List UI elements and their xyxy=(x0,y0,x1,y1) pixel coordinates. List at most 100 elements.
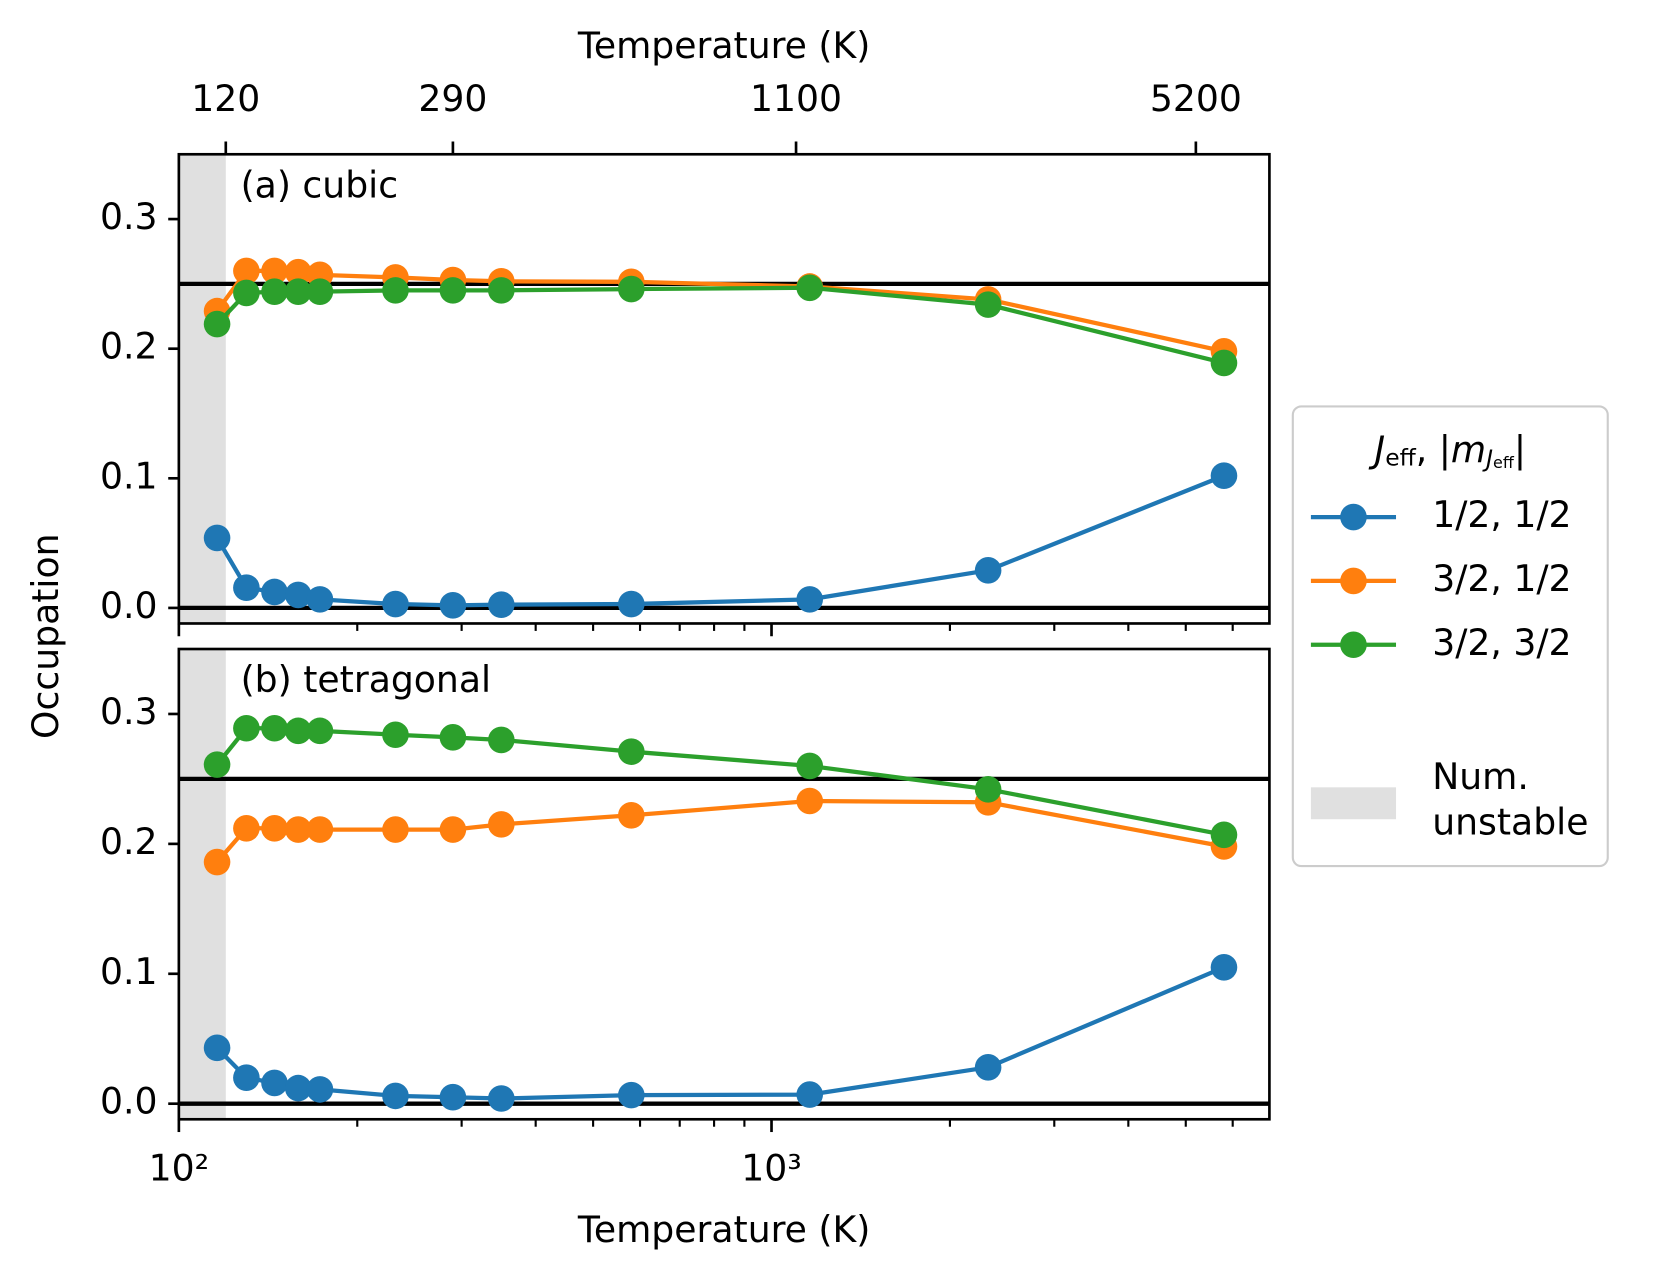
legend-shade xyxy=(1310,787,1397,820)
y-tick-label: 0.3 xyxy=(100,690,158,733)
y-tick-label: 0.2 xyxy=(100,820,158,863)
data-point xyxy=(261,814,288,842)
x2-tick-label: 120 xyxy=(191,77,260,120)
data-point xyxy=(233,574,260,602)
data-point xyxy=(439,816,467,843)
data-point xyxy=(233,814,260,842)
x-tick-label: 10² xyxy=(149,1146,210,1189)
data-point xyxy=(284,816,312,843)
data-point xyxy=(382,277,409,304)
y-tick-label: 0.3 xyxy=(100,195,158,238)
legend-label: unstable xyxy=(1432,801,1588,844)
data-point xyxy=(382,816,409,843)
legend-title-part: J xyxy=(1482,444,1493,472)
data-point xyxy=(618,275,645,303)
data-point xyxy=(306,586,334,613)
panel-annotation: (b) tetragonal xyxy=(241,658,491,701)
legend-title-part: | xyxy=(1514,428,1526,471)
legend-title-part: , | xyxy=(1416,428,1451,471)
data-point xyxy=(233,714,260,742)
data-point xyxy=(382,1082,409,1110)
shade-region xyxy=(178,154,226,624)
data-point xyxy=(306,1076,334,1103)
legend-marker xyxy=(1340,503,1367,531)
data-point xyxy=(1210,349,1238,377)
plot-area xyxy=(178,649,1270,1120)
legend-label: 3/2, 1/2 xyxy=(1432,557,1571,600)
data-point xyxy=(233,257,260,285)
x2-tick-label: 1100 xyxy=(750,77,842,120)
data-point xyxy=(261,578,288,606)
data-point xyxy=(203,848,231,876)
data-point xyxy=(261,257,288,285)
data-point xyxy=(974,1054,1002,1081)
data-point xyxy=(439,277,467,304)
data-point xyxy=(261,278,288,305)
plot-area xyxy=(178,154,1270,624)
data-point xyxy=(284,278,312,305)
data-point xyxy=(439,592,467,619)
axes-frame xyxy=(177,152,1271,625)
data-point xyxy=(796,787,824,815)
data-point xyxy=(203,524,231,552)
y-tick-label: 0.0 xyxy=(100,1080,158,1123)
y-axis-label: Occupation xyxy=(24,533,67,739)
x-axis-label: Temperature (K) xyxy=(577,1208,870,1251)
legend-label: Num. xyxy=(1432,755,1529,798)
data-point xyxy=(439,1083,467,1111)
legend-marker xyxy=(1340,631,1367,659)
data-point xyxy=(618,1081,645,1109)
legend-marker xyxy=(1340,567,1367,595)
panel-annotation: (a) cubic xyxy=(241,163,399,206)
data-point xyxy=(618,801,645,829)
data-point xyxy=(1210,821,1238,849)
legend: Jeff, |mJeff| 1/2, 1/23/2, 1/23/2, 3/2Nu… xyxy=(1291,405,1609,868)
x2-tick-label: 290 xyxy=(418,77,487,120)
data-point xyxy=(203,1034,231,1062)
data-point xyxy=(488,277,515,304)
y-tick-label: 0.1 xyxy=(100,454,158,497)
data-point xyxy=(284,258,312,286)
data-point xyxy=(488,591,515,618)
legend-box xyxy=(1291,405,1609,868)
data-point xyxy=(306,816,334,843)
data-point xyxy=(233,1064,260,1092)
data-point xyxy=(306,278,334,305)
data-point xyxy=(618,590,645,618)
data-point xyxy=(618,738,645,765)
data-point xyxy=(1210,953,1238,981)
legend-title-part: m xyxy=(1451,428,1486,471)
data-point xyxy=(261,1069,288,1097)
x2-axis-label: Temperature (K) xyxy=(577,24,870,67)
data-point xyxy=(796,752,824,780)
data-point xyxy=(796,586,824,613)
data-point xyxy=(796,274,824,302)
data-point xyxy=(1210,462,1238,490)
axes-frame xyxy=(177,647,1271,1121)
data-point xyxy=(284,717,312,745)
data-point xyxy=(284,1074,312,1102)
legend-label: 3/2, 3/2 xyxy=(1432,621,1571,664)
data-point xyxy=(974,776,1002,803)
y-tick-label: 0.0 xyxy=(100,584,158,627)
data-point xyxy=(974,557,1002,584)
x2-tick-label: 5200 xyxy=(1150,77,1242,120)
y-tick-label: 0.2 xyxy=(100,325,158,368)
data-point xyxy=(488,726,515,754)
data-point xyxy=(382,721,409,749)
data-point xyxy=(382,590,409,618)
y-tick-label: 0.1 xyxy=(100,950,158,993)
data-point xyxy=(306,717,334,745)
legend-label: 1/2, 1/2 xyxy=(1432,493,1571,536)
data-point xyxy=(203,310,231,338)
data-point xyxy=(488,1085,515,1112)
legend-title: Jeff, |mJeff| xyxy=(1369,428,1526,472)
data-point xyxy=(439,724,467,751)
data-point xyxy=(203,751,231,778)
data-point xyxy=(233,279,260,307)
data-point xyxy=(488,811,515,838)
legend-title-part: eff xyxy=(1493,452,1515,471)
legend-title-part: eff xyxy=(1385,443,1416,471)
